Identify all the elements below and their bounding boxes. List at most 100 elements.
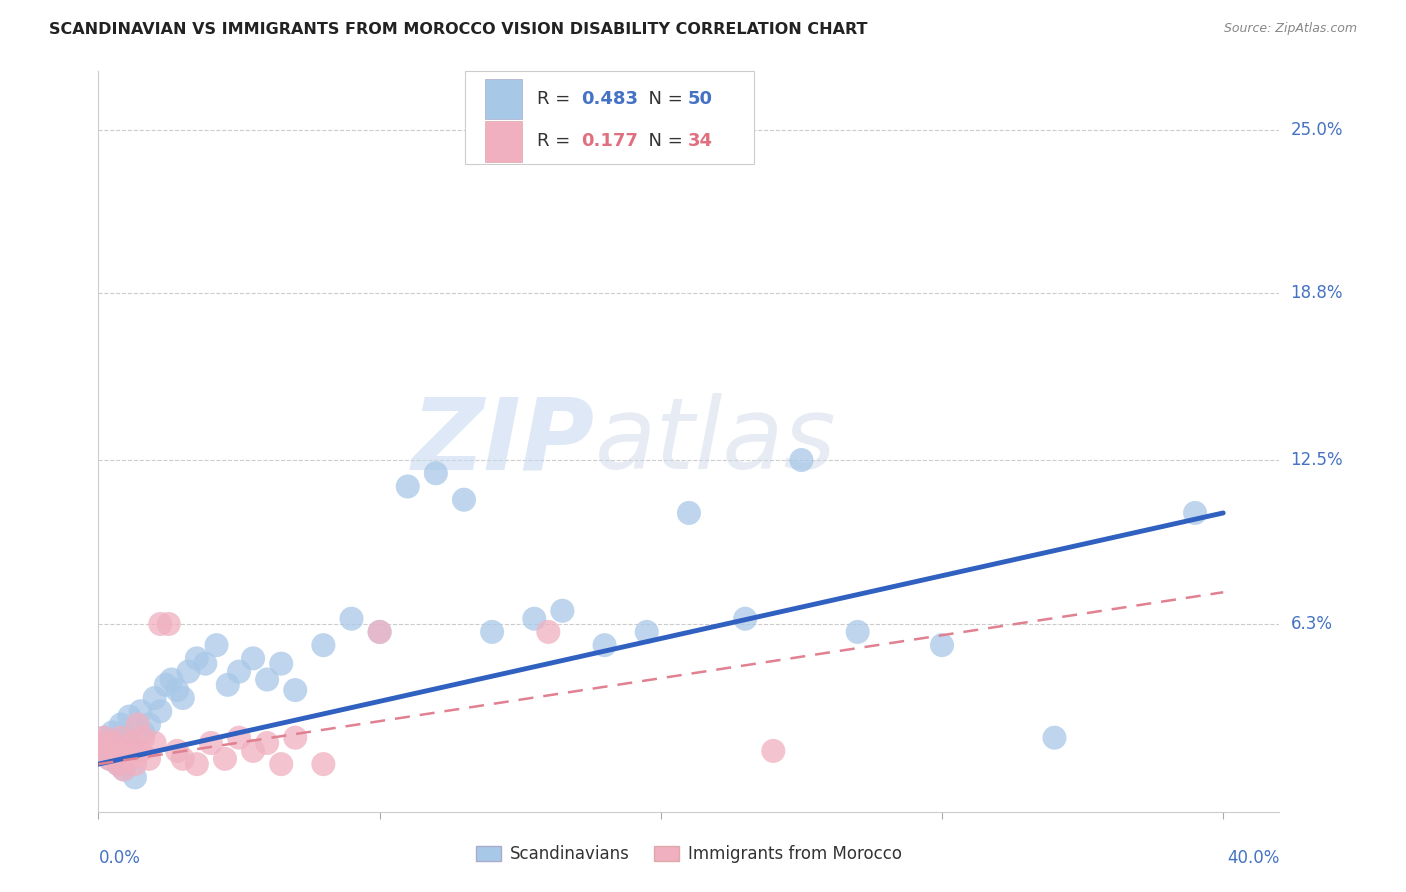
- Point: [110, 717, 132, 731]
- Point: [284, 731, 307, 745]
- Point: [256, 673, 278, 687]
- Point: [121, 744, 143, 758]
- Point: [186, 651, 208, 665]
- Point: [481, 624, 503, 639]
- Text: 40.0%: 40.0%: [1227, 849, 1279, 867]
- Point: [242, 651, 264, 665]
- Point: [790, 453, 813, 467]
- Point: [124, 757, 146, 772]
- Point: [312, 638, 335, 652]
- Point: [551, 604, 574, 618]
- Point: [98, 752, 121, 766]
- Point: [101, 725, 124, 739]
- Point: [166, 744, 188, 758]
- Point: [96, 744, 118, 758]
- Point: [172, 691, 194, 706]
- Point: [270, 757, 292, 772]
- Point: [205, 638, 228, 652]
- Point: [132, 725, 155, 739]
- Point: [138, 717, 160, 731]
- Y-axis label: Vision Disability: Vision Disability: [0, 376, 8, 508]
- Point: [143, 691, 166, 706]
- Text: 25.0%: 25.0%: [1291, 120, 1343, 138]
- Point: [368, 624, 391, 639]
- Point: [228, 665, 250, 679]
- Point: [107, 757, 129, 772]
- Point: [256, 736, 278, 750]
- Point: [312, 757, 335, 772]
- Point: [110, 731, 132, 745]
- Point: [121, 736, 143, 750]
- Point: [200, 736, 222, 750]
- Point: [98, 752, 121, 766]
- Point: [453, 492, 475, 507]
- Text: N =: N =: [637, 133, 689, 151]
- FancyBboxPatch shape: [485, 78, 523, 120]
- Point: [107, 757, 129, 772]
- Point: [115, 744, 138, 758]
- Point: [104, 744, 127, 758]
- Point: [124, 770, 146, 784]
- Point: [129, 744, 152, 758]
- FancyBboxPatch shape: [464, 71, 754, 164]
- Point: [149, 704, 172, 718]
- Point: [425, 467, 447, 481]
- Point: [1184, 506, 1206, 520]
- Text: R =: R =: [537, 133, 575, 151]
- Text: SCANDINAVIAN VS IMMIGRANTS FROM MOROCCO VISION DISABILITY CORRELATION CHART: SCANDINAVIAN VS IMMIGRANTS FROM MOROCCO …: [49, 22, 868, 37]
- Point: [194, 657, 217, 671]
- Point: [931, 638, 953, 652]
- Point: [172, 752, 194, 766]
- Text: ZIP: ZIP: [412, 393, 595, 490]
- Point: [217, 678, 239, 692]
- Point: [846, 624, 869, 639]
- Point: [112, 763, 135, 777]
- Point: [166, 683, 188, 698]
- Text: N =: N =: [637, 90, 689, 108]
- Point: [118, 709, 141, 723]
- Point: [138, 752, 160, 766]
- Point: [734, 612, 756, 626]
- Point: [96, 744, 118, 758]
- Point: [214, 752, 236, 766]
- Point: [157, 617, 180, 632]
- Point: [762, 744, 785, 758]
- Text: 6.3%: 6.3%: [1291, 615, 1333, 633]
- Point: [127, 717, 149, 731]
- Point: [143, 736, 166, 750]
- Text: atlas: atlas: [595, 393, 837, 490]
- Point: [523, 612, 546, 626]
- Point: [177, 665, 200, 679]
- Point: [340, 612, 363, 626]
- Point: [228, 731, 250, 745]
- Point: [115, 731, 138, 745]
- Point: [160, 673, 183, 687]
- Point: [93, 731, 115, 745]
- Text: 12.5%: 12.5%: [1291, 451, 1343, 469]
- Text: Source: ZipAtlas.com: Source: ZipAtlas.com: [1223, 22, 1357, 36]
- Point: [132, 731, 155, 745]
- Point: [112, 763, 135, 777]
- Text: 34: 34: [688, 133, 713, 151]
- Text: 18.8%: 18.8%: [1291, 285, 1343, 302]
- Point: [186, 757, 208, 772]
- Text: 0.0%: 0.0%: [98, 849, 141, 867]
- Point: [90, 736, 112, 750]
- Point: [101, 736, 124, 750]
- FancyBboxPatch shape: [485, 121, 523, 161]
- Point: [155, 678, 177, 692]
- Point: [368, 624, 391, 639]
- Point: [90, 736, 112, 750]
- Point: [118, 752, 141, 766]
- Point: [593, 638, 616, 652]
- Point: [678, 506, 700, 520]
- Legend: Scandinavians, Immigrants from Morocco: Scandinavians, Immigrants from Morocco: [470, 838, 908, 870]
- Point: [636, 624, 658, 639]
- Point: [129, 704, 152, 718]
- Text: 50: 50: [688, 90, 713, 108]
- Point: [242, 744, 264, 758]
- Point: [93, 731, 115, 745]
- Point: [396, 479, 419, 493]
- Text: 0.483: 0.483: [582, 90, 638, 108]
- Text: 0.177: 0.177: [582, 133, 638, 151]
